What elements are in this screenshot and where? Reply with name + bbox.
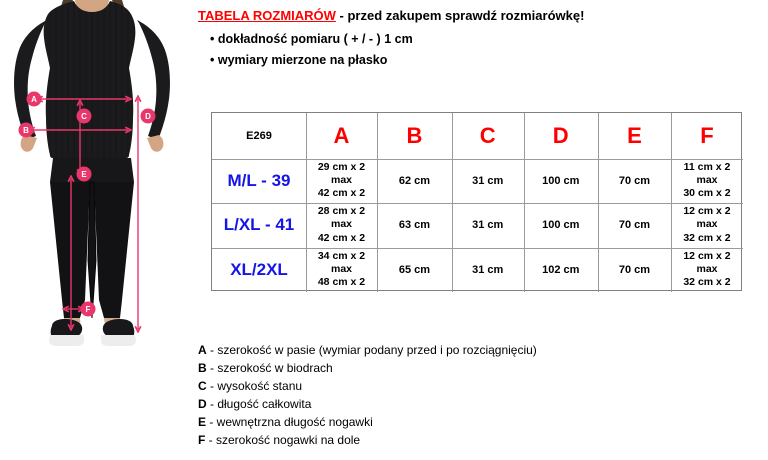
svg-text:D: D <box>145 112 151 121</box>
svg-text:A: A <box>31 95 37 104</box>
svg-text:E: E <box>81 170 87 179</box>
svg-text:B: B <box>23 126 29 135</box>
svg-text:F: F <box>86 305 91 314</box>
svg-text:C: C <box>81 112 87 121</box>
